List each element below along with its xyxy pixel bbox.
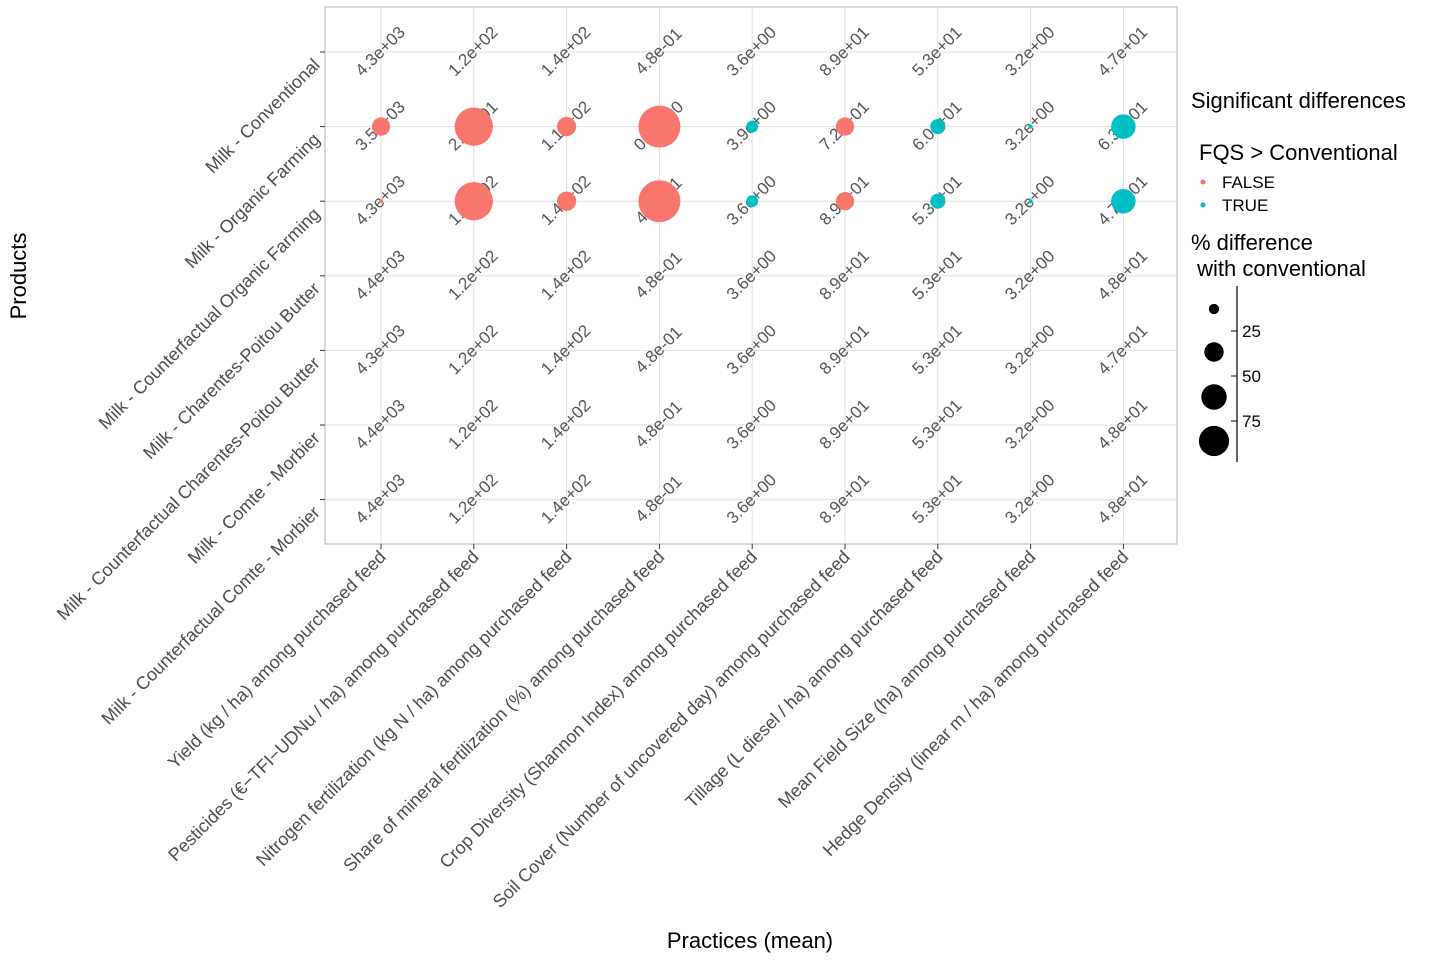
legend-color-title: Significant differences xyxy=(1191,88,1406,113)
bubble-point xyxy=(638,180,681,223)
bubble-point xyxy=(835,192,855,211)
bubbles xyxy=(371,105,1136,223)
bubble-point xyxy=(1028,199,1033,204)
bubble-point xyxy=(454,182,493,221)
legend-color-swatch xyxy=(1200,202,1206,208)
bubble-point xyxy=(1111,188,1136,214)
bubble-point xyxy=(930,193,946,209)
legend-color-label: FALSE xyxy=(1222,173,1275,192)
bubble-point xyxy=(378,199,384,204)
legend-size-circle xyxy=(1198,425,1230,457)
legend-color-subtitle: FQS > Conventional xyxy=(1199,140,1398,165)
x-tick-label: Pesticides (€−TFI−UDNu / ha) among purch… xyxy=(164,547,482,865)
bubble-point xyxy=(638,105,681,148)
x-axis-tick-labels: Yield (kg / ha) among purchased feedPest… xyxy=(164,547,1132,912)
bubble-point xyxy=(371,117,391,136)
x-axis-title: Practices (mean) xyxy=(667,928,833,953)
bubble-point xyxy=(1028,124,1033,129)
bubble-point xyxy=(454,107,493,146)
legend-size-title: % difference xyxy=(1191,230,1313,255)
legend-size-keys: 25 50 75 xyxy=(1198,286,1261,462)
legend-size-circle xyxy=(1201,384,1227,410)
y-tick-label: Milk - Comte - Morbier xyxy=(184,428,324,568)
y-axis-title: Products xyxy=(6,233,31,320)
x-tick-label: Soil Cover (Number of uncovered day) amo… xyxy=(489,547,854,912)
legend-size-circle xyxy=(1204,342,1224,362)
bubble-point xyxy=(556,116,577,137)
legend: Significant differences FQS > Convention… xyxy=(1191,88,1406,462)
legend-color-label: TRUE xyxy=(1222,196,1268,215)
legend-color-swatch xyxy=(1200,179,1206,185)
legend-size-label: 25 xyxy=(1242,322,1261,341)
legend-size-subtitle: with conventional xyxy=(1191,256,1366,281)
legend-color-keys: FALSE TRUE xyxy=(1200,173,1275,215)
bubble-point xyxy=(1111,114,1136,139)
legend-size-label: 75 xyxy=(1242,412,1261,431)
x-tick-label: Share of mineral fertilization (%) among… xyxy=(339,547,668,876)
x-tick-label: Nitrogen fertilization (kg N / ha) among… xyxy=(252,547,575,870)
bubble-point xyxy=(930,119,946,135)
bubble-point xyxy=(746,120,759,133)
x-tick-label: Crop Diversity (Shannon Index) among pur… xyxy=(436,547,761,872)
plot-panel xyxy=(320,6,1178,549)
x-tick-label: Hedge Density (linear m / ha) among purc… xyxy=(819,547,1132,860)
bubble-point xyxy=(746,195,759,208)
bubble-point xyxy=(556,191,577,211)
legend-size-label: 50 xyxy=(1242,367,1261,386)
y-tick-label: Milk - Counterfactual Charentes-Poitou B… xyxy=(53,353,324,624)
bubble-point xyxy=(835,117,855,136)
y-tick-label: Milk - Organic Farming xyxy=(181,129,324,272)
legend-size-circle xyxy=(1208,303,1220,315)
